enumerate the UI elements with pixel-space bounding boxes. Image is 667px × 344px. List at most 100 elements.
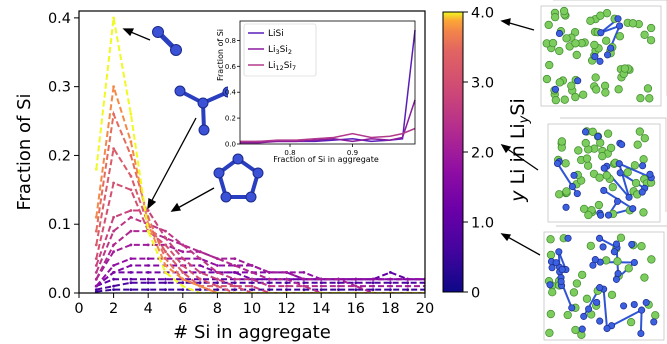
- inset-series-line-li12si7: [240, 127, 416, 143]
- x-tick-label: 14: [312, 301, 330, 317]
- series-point: [285, 271, 288, 274]
- main-series: [94, 16, 425, 293]
- series-point: [233, 288, 237, 291]
- series-point: [146, 229, 150, 233]
- x-tick-label: 18: [381, 301, 399, 317]
- series-point: [164, 277, 167, 281]
- series-point: [164, 281, 167, 285]
- si-pentagon-ring-molecule-icon: [213, 153, 264, 203]
- series-point: [198, 284, 202, 288]
- series-point: [233, 257, 237, 260]
- series-point: [181, 243, 185, 247]
- series-point: [146, 277, 150, 281]
- series-point: [371, 281, 375, 285]
- series-point: [129, 209, 133, 212]
- structure-snapshot-3: [543, 225, 667, 341]
- main-x-ticks: 0 2 4 6 8 10 12 14 16 18 20: [74, 293, 434, 317]
- series-point: [302, 281, 306, 285]
- x-tick-label: 4: [144, 301, 153, 317]
- series-point: [319, 281, 323, 285]
- series-point: [112, 271, 115, 274]
- series-point: [233, 264, 237, 267]
- x-tick-label: 20: [416, 301, 434, 317]
- series-point: [233, 284, 237, 288]
- series-line-y2.75: [95, 209, 425, 293]
- series-point: [112, 181, 115, 185]
- series-point: [181, 281, 185, 285]
- series-point: [198, 264, 202, 267]
- series-point: [164, 229, 167, 233]
- series-point: [129, 188, 133, 192]
- series-point: [146, 257, 150, 260]
- series-point: [371, 288, 375, 291]
- main-y-ticks: 0.0 0.1 0.2 0.3 0.4: [48, 11, 79, 302]
- series-point: [129, 288, 133, 291]
- series-point: [267, 271, 271, 274]
- series-point: [337, 281, 340, 285]
- series-point: [181, 277, 185, 281]
- series-point: [302, 288, 306, 291]
- series-point: [250, 264, 254, 267]
- series-point: [354, 284, 358, 288]
- main-y-axis-label: Fraction of Si: [14, 93, 35, 210]
- series-point: [112, 243, 115, 247]
- series-point: [94, 264, 98, 267]
- series-point: [112, 284, 115, 288]
- series-point: [112, 277, 115, 281]
- series-point: [129, 281, 133, 285]
- series-point: [216, 271, 219, 274]
- series-point: [94, 229, 98, 233]
- series-point: [181, 257, 185, 260]
- series-point: [216, 284, 219, 288]
- series-point: [354, 288, 358, 291]
- series-point: [319, 277, 323, 281]
- series-line-y3.75: [95, 86, 425, 293]
- inset-plot-frame: [239, 20, 416, 145]
- series-point: [94, 271, 98, 274]
- series-point: [337, 284, 340, 288]
- inset-y-tick-label: 0.4: [225, 89, 237, 97]
- colorbar-ticks: 0 1.0 2.0 3.0 4.0: [463, 6, 494, 302]
- si-dimer-molecule-icon: [152, 26, 182, 56]
- structure-snapshot-2: [547, 117, 667, 223]
- series-point: [250, 271, 254, 274]
- series-point: [233, 281, 237, 285]
- y-tick-label: 0.0: [48, 286, 71, 302]
- inset-legend: LiSi Li3Si2 Li12Si7: [243, 23, 317, 77]
- series-point: [371, 277, 375, 281]
- series-point: [146, 281, 150, 285]
- series-point: [406, 284, 410, 288]
- series-point: [233, 277, 237, 281]
- series-point: [302, 277, 306, 281]
- series-point: [94, 257, 98, 260]
- x-tick-label: 16: [347, 301, 365, 317]
- series-point: [94, 290, 98, 293]
- series-point: [94, 243, 98, 247]
- series-point: [216, 281, 219, 285]
- colorbar-tick-label: 4.0: [471, 6, 494, 22]
- series-point: [389, 277, 392, 281]
- series-point: [94, 277, 98, 281]
- series-point: [250, 281, 254, 285]
- series-point: [112, 250, 115, 254]
- inset-y-tick-label: 0.6: [225, 63, 237, 71]
- series-point: [129, 215, 133, 219]
- colorbar-tick-label: 1.0: [471, 216, 494, 232]
- y-tick-label: 0.4: [48, 11, 71, 27]
- series-point: [112, 264, 115, 267]
- colorbar-tick-label: 3.0: [471, 76, 494, 92]
- series-point: [389, 271, 392, 274]
- inset-y-tick-label: 0.2: [225, 115, 236, 123]
- series-point: [285, 288, 288, 291]
- y-tick-label: 0.2: [48, 148, 71, 164]
- series-point: [354, 281, 358, 285]
- x-tick-label: 8: [213, 301, 222, 317]
- series-point: [129, 257, 133, 260]
- series-point: [216, 277, 219, 281]
- series-point: [181, 288, 185, 291]
- series-point: [112, 215, 115, 219]
- series-point: [250, 277, 254, 281]
- inset-x-tick-label: 0.9: [347, 149, 358, 157]
- series-line-y2.5: [95, 216, 425, 293]
- series-point: [267, 277, 271, 281]
